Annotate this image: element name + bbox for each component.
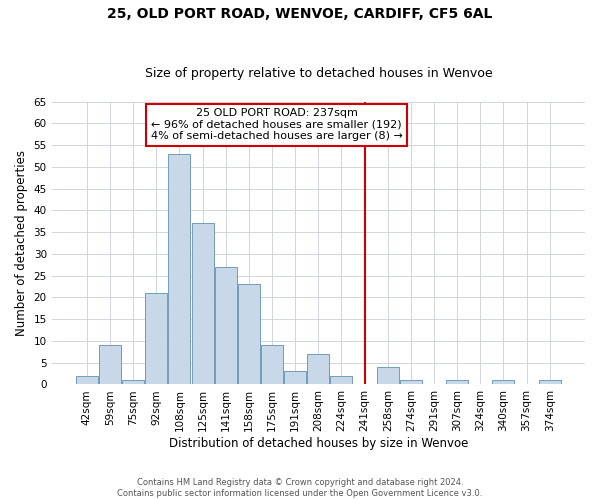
Bar: [284, 372, 306, 384]
Bar: [446, 380, 468, 384]
Bar: [307, 354, 329, 384]
Bar: [493, 380, 514, 384]
Text: Contains HM Land Registry data © Crown copyright and database right 2024.
Contai: Contains HM Land Registry data © Crown c…: [118, 478, 482, 498]
Bar: [261, 346, 283, 385]
Bar: [122, 380, 144, 384]
Text: 25 OLD PORT ROAD: 237sqm
← 96% of detached houses are smaller (192)
4% of semi-d: 25 OLD PORT ROAD: 237sqm ← 96% of detach…: [151, 108, 403, 141]
Bar: [191, 224, 214, 384]
Bar: [169, 154, 190, 384]
Bar: [331, 376, 352, 384]
X-axis label: Distribution of detached houses by size in Wenvoe: Distribution of detached houses by size …: [169, 437, 468, 450]
Bar: [145, 293, 167, 384]
Bar: [539, 380, 561, 384]
Y-axis label: Number of detached properties: Number of detached properties: [15, 150, 28, 336]
Text: 25, OLD PORT ROAD, WENVOE, CARDIFF, CF5 6AL: 25, OLD PORT ROAD, WENVOE, CARDIFF, CF5 …: [107, 8, 493, 22]
Bar: [400, 380, 422, 384]
Bar: [76, 376, 98, 384]
Bar: [99, 346, 121, 385]
Bar: [238, 284, 260, 384]
Bar: [377, 367, 399, 384]
Title: Size of property relative to detached houses in Wenvoe: Size of property relative to detached ho…: [145, 66, 492, 80]
Bar: [215, 267, 237, 384]
